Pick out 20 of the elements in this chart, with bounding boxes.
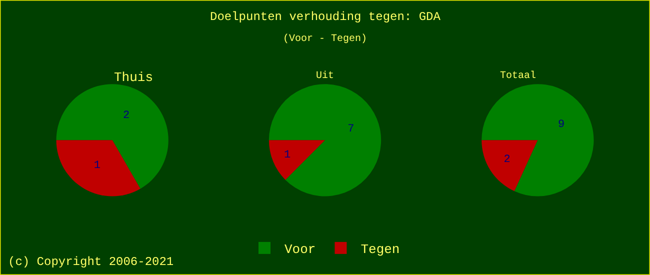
chart-title: Thuis	[114, 70, 154, 85]
data-label: 2	[504, 154, 510, 166]
text: Doelpunten verhouding tegen: GDA	[210, 10, 442, 24]
data-label: 7	[348, 123, 354, 136]
chart-title: Uit	[316, 70, 334, 82]
pie-slice	[482, 84, 594, 196]
data-label: 2	[123, 110, 130, 122]
data-label: 1	[284, 150, 292, 162]
pie-slice	[56, 140, 140, 196]
legend-label: Tegen	[360, 242, 400, 258]
pie-slice	[56, 84, 168, 189]
data-label: 1	[94, 160, 101, 172]
legend-label: Voor	[284, 242, 316, 258]
pie-slice	[482, 140, 538, 192]
chart-title: Totaal	[500, 70, 536, 82]
pie-slice	[268, 140, 325, 180]
text: (Voor - Tegen)	[283, 33, 368, 45]
data-label: 9	[558, 119, 565, 132]
pie-slice	[268, 84, 381, 196]
text: (c) Copyright 2006-2021	[8, 255, 174, 269]
